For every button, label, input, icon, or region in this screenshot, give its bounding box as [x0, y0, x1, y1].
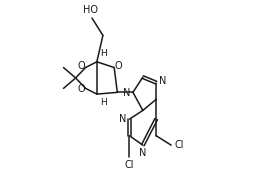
Text: HO: HO — [83, 5, 98, 15]
Text: O: O — [78, 61, 86, 72]
Text: O: O — [114, 61, 122, 71]
Text: H: H — [100, 98, 107, 107]
Text: Cl: Cl — [175, 140, 184, 150]
Text: O: O — [78, 84, 86, 94]
Text: Cl: Cl — [125, 160, 134, 170]
Text: N: N — [159, 76, 166, 86]
Text: H: H — [100, 49, 107, 58]
Text: N: N — [119, 114, 127, 124]
Text: N: N — [139, 148, 147, 158]
Text: N: N — [123, 88, 130, 98]
